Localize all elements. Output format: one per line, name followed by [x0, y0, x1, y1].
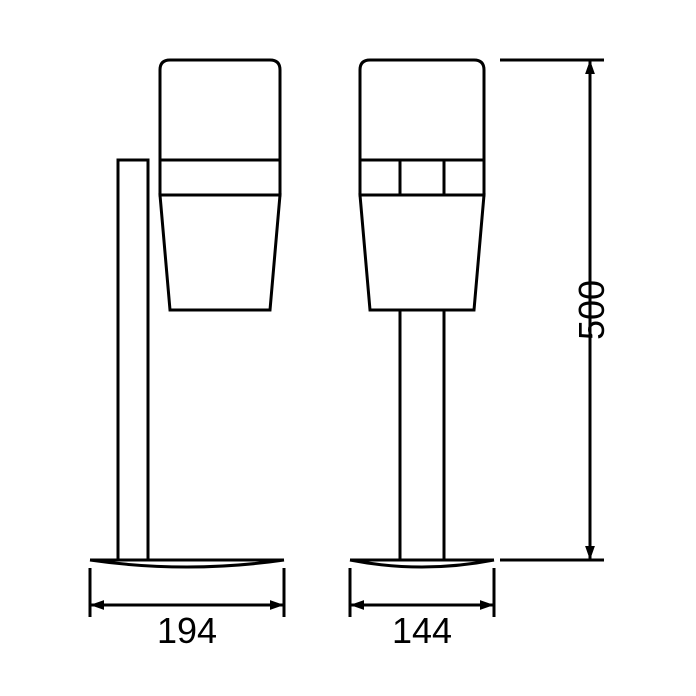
dim-width-left-label: 194 [157, 610, 217, 651]
technical-drawing: 500 194 144 [0, 0, 696, 696]
dim-height-label: 500 [571, 280, 612, 340]
dim-width-right-label: 144 [392, 610, 452, 651]
